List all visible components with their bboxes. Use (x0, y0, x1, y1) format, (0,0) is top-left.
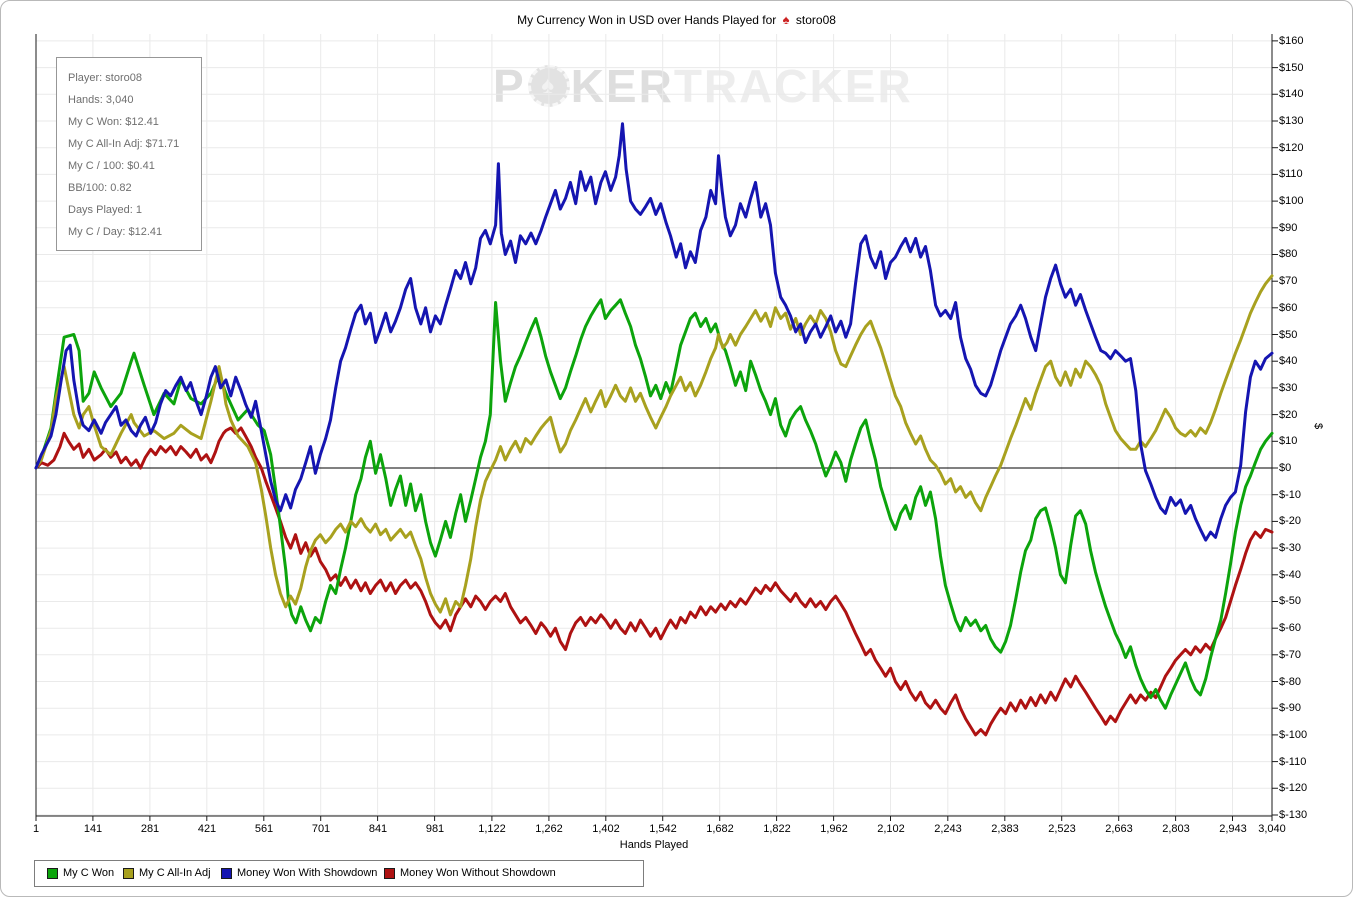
y-tick-label: $60 (1279, 302, 1298, 314)
y-tick-label: $-120 (1279, 782, 1308, 794)
y-tick-label: $-90 (1279, 702, 1302, 714)
x-tick-label: 1,402 (592, 823, 620, 835)
legend-swatch-icon (221, 867, 232, 879)
y-tick-label: $110 (1279, 168, 1303, 180)
y-axis-label: $ (1312, 422, 1325, 430)
y-tick-label: $-80 (1279, 676, 1302, 688)
x-tick-label: 2,243 (934, 823, 962, 835)
gridlines (35, 34, 1273, 816)
y-tick-label: $-60 (1279, 622, 1302, 634)
x-tick-label: 2,663 (1105, 823, 1133, 835)
x-tick-label: 2,102 (877, 823, 905, 835)
legend-swatch-icon (384, 867, 395, 879)
y-tick-label: $-20 (1279, 515, 1302, 527)
x-tick-label: 421 (197, 823, 217, 835)
y-tick-label: $-100 (1279, 729, 1308, 741)
legend-swatch-icon (123, 867, 134, 879)
x-tick-label: 841 (368, 823, 388, 835)
line-my-c-all-in-adj (34, 274, 1274, 617)
x-tick-label: 981 (425, 823, 445, 835)
legend-item-my-c-all-in-adj[interactable]: My C All-In Adj (123, 867, 211, 879)
chart-title: My Currency Won in USD over Hands Played… (1, 12, 1352, 27)
x-tick-label: 1,822 (763, 823, 791, 835)
watermark-text-p: P (493, 60, 526, 112)
x-tick-label: 1,542 (649, 823, 677, 835)
y-tick-label: $10 (1279, 435, 1298, 447)
stat-hands: Hands: 3,040 (68, 94, 134, 106)
stat-my-c-per-day: My C / Day: $12.41 (68, 226, 163, 238)
x-tick-label: 281 (140, 823, 160, 835)
stat-my-c-per-100: My C / 100: $0.41 (68, 160, 155, 172)
stat-player: Player: storo08 (68, 72, 142, 84)
stat-bb-per-100: BB/100: 0.82 (68, 182, 132, 194)
y-tick-label: $20 (1279, 409, 1298, 421)
legend-label: My C Won (63, 867, 115, 879)
x-tick-label: 3,040 (1258, 823, 1286, 835)
y-tick-label: $160 (1279, 35, 1304, 47)
y-tick-label: $-110 (1279, 756, 1307, 768)
y-tick-label: $80 (1279, 248, 1298, 260)
line-money-won-without-showdown (34, 426, 1274, 737)
legend-label: My C All-In Adj (139, 867, 211, 879)
watermark-text-ker: KER (570, 60, 674, 112)
stats-info-box: Player: storo08 Hands: 3,040 My C Won: $… (56, 57, 202, 251)
x-tick-label: 141 (83, 823, 103, 835)
pokertracker-watermark: P ♠ KER TRACKER (493, 59, 913, 113)
stat-my-c-all-in-adj: My C All-In Adj: $71.71 (68, 138, 180, 150)
x-tick-label: 1,122 (478, 823, 506, 835)
x-tick-label: 2,803 (1162, 823, 1190, 835)
x-tick-label: 2,383 (991, 823, 1019, 835)
y-tick-label: $-50 (1279, 595, 1302, 607)
y-tick-label: $70 (1279, 275, 1298, 287)
legend-swatch-icon (47, 867, 58, 879)
y-tick-label: $-10 (1279, 489, 1302, 501)
y-tick-label: $100 (1279, 195, 1304, 207)
x-tick-label: 2,523 (1048, 823, 1076, 835)
y-tick-label: $-30 (1279, 542, 1302, 554)
legend-item-money-won-with-showdown[interactable]: Money Won With Showdown (221, 867, 377, 879)
y-tick-label: $40 (1279, 355, 1298, 367)
x-tick-label: 1 (32, 823, 40, 835)
y-tick-label: $130 (1279, 115, 1304, 127)
y-tick-label: $0 (1279, 462, 1292, 474)
x-tick-label: 1,962 (820, 823, 848, 835)
legend: My C Won My C All-In Adj Money Won With Sh… (34, 860, 644, 887)
spade-suit-icon: ♠ (782, 12, 790, 27)
axis-frame (35, 34, 1273, 817)
x-axis-label: Hands Played (619, 839, 689, 851)
x-tick-label: 1,682 (706, 823, 734, 835)
y-tick-label: $-130 (1279, 809, 1308, 821)
legend-label: Money Won Without Showdown (400, 867, 556, 879)
chart-title-player: storo08 (795, 13, 836, 27)
watermark-text-tracker: TRACKER (673, 60, 913, 112)
line-money-won-with-showdown (34, 122, 1274, 542)
x-tick-label: 1,262 (535, 823, 563, 835)
y-tick-label: $90 (1279, 222, 1298, 234)
y-tick-label: $-40 (1279, 569, 1302, 581)
x-tick-label: 701 (311, 823, 331, 835)
x-tick-label: 2,943 (1219, 823, 1247, 835)
stat-days-played: Days Played: 1 (68, 204, 142, 216)
chart-title-text: My Currency Won in USD over Hands Played… (517, 13, 777, 27)
line-my-c-won (34, 298, 1274, 710)
stat-my-c-won: My C Won: $12.41 (68, 116, 159, 128)
y-tick-label: $120 (1279, 142, 1304, 154)
y-tick-label: $140 (1279, 88, 1304, 100)
y-tick-label: $30 (1279, 382, 1298, 394)
legend-item-my-c-won[interactable]: My C Won (47, 867, 114, 879)
tick-marks (35, 40, 1278, 821)
legend-label: Money Won With Showdown (237, 867, 378, 879)
y-tick-label: $50 (1279, 329, 1298, 341)
legend-item-money-won-without-showdown[interactable]: Money Won Without Showdown (384, 867, 556, 879)
x-tick-label: 561 (254, 823, 274, 835)
y-tick-label: $150 (1279, 62, 1304, 74)
y-tick-label: $-70 (1279, 649, 1302, 661)
